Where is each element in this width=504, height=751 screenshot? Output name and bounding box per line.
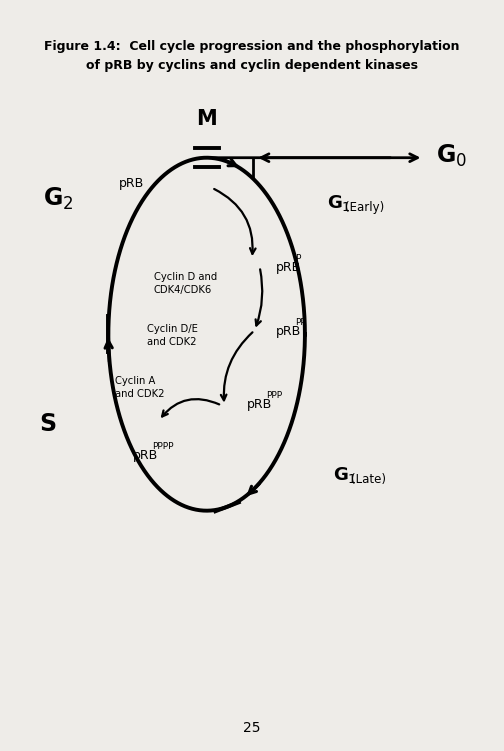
Text: Figure 1.4:  Cell cycle progression and the phosphorylation: Figure 1.4: Cell cycle progression and t… <box>44 40 460 53</box>
Text: pRB: pRB <box>133 449 158 463</box>
Text: (Early): (Early) <box>345 201 385 214</box>
Text: S: S <box>39 412 56 436</box>
Text: pRB: pRB <box>247 397 272 411</box>
Text: (Late): (Late) <box>351 472 386 486</box>
Text: Cyclin A
and CDK2: Cyclin A and CDK2 <box>115 376 164 399</box>
Text: pRB: pRB <box>276 325 301 339</box>
Text: PP: PP <box>295 318 305 327</box>
Text: of pRB by cyclins and cyclin dependent kinases: of pRB by cyclins and cyclin dependent k… <box>86 59 418 72</box>
Text: M: M <box>196 109 217 129</box>
Text: Cyclin D/E
and CDK2: Cyclin D/E and CDK2 <box>147 324 198 347</box>
Text: P: P <box>295 254 301 263</box>
Text: G$_2$: G$_2$ <box>43 186 73 212</box>
Text: G$_0$: G$_0$ <box>435 143 467 168</box>
Text: Cyclin D and
CDK4/CDK6: Cyclin D and CDK4/CDK6 <box>154 273 217 295</box>
Text: PPP: PPP <box>266 391 282 400</box>
Text: 25: 25 <box>243 722 261 735</box>
Text: pRB: pRB <box>118 176 144 190</box>
Text: G$_1$: G$_1$ <box>333 465 356 484</box>
Text: PPPP: PPPP <box>152 442 173 451</box>
Text: pRB: pRB <box>276 261 301 274</box>
Text: G$_1$: G$_1$ <box>327 193 350 213</box>
